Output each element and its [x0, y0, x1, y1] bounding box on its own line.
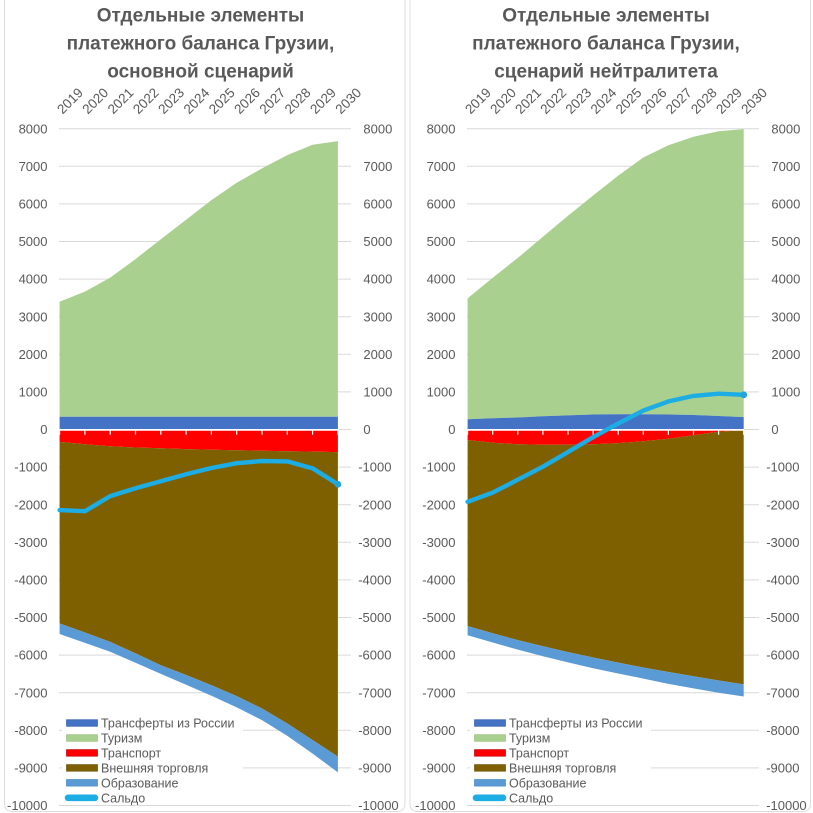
svg-text:-1000: -1000 [766, 460, 799, 475]
svg-text:4000: 4000 [363, 272, 392, 287]
svg-text:-1000: -1000 [422, 460, 455, 475]
svg-text:5000: 5000 [363, 234, 392, 249]
svg-text:-9000: -9000 [422, 761, 455, 776]
svg-text:8000: 8000 [771, 121, 800, 136]
svg-text:-5000: -5000 [422, 610, 455, 625]
svg-text:-7000: -7000 [358, 685, 391, 700]
svg-text:-10000: -10000 [766, 798, 806, 813]
svg-text:2000: 2000 [427, 347, 456, 362]
svg-text:-1000: -1000 [14, 460, 47, 475]
svg-text:-8000: -8000 [422, 723, 455, 738]
svg-text:5000: 5000 [771, 234, 800, 249]
svg-text:3000: 3000 [19, 309, 48, 324]
svg-text:платежного баланса Грузии,: платежного баланса Грузии, [472, 34, 740, 55]
svg-text:-2000: -2000 [422, 497, 455, 512]
svg-text:-2000: -2000 [766, 497, 799, 512]
svg-text:-9000: -9000 [766, 761, 799, 776]
svg-text:-5000: -5000 [358, 610, 391, 625]
svg-text:Сальдо: Сальдо [509, 791, 553, 805]
svg-text:4000: 4000 [771, 272, 800, 287]
svg-text:Трансферты из России: Трансферты из России [101, 717, 234, 731]
svg-text:Туризм: Туризм [101, 732, 142, 746]
svg-text:-7000: -7000 [422, 685, 455, 700]
svg-text:8000: 8000 [363, 121, 392, 136]
svg-text:4000: 4000 [427, 272, 456, 287]
svg-text:-3000: -3000 [14, 535, 47, 550]
svg-text:4000: 4000 [19, 272, 48, 287]
svg-text:3000: 3000 [771, 309, 800, 324]
svg-text:-6000: -6000 [766, 648, 799, 663]
svg-text:7000: 7000 [771, 159, 800, 174]
svg-text:6000: 6000 [427, 197, 456, 212]
svg-text:5000: 5000 [19, 234, 48, 249]
svg-text:-2000: -2000 [358, 497, 391, 512]
svg-text:-6000: -6000 [14, 648, 47, 663]
svg-text:Внешняя торговля: Внешняя торговля [101, 762, 208, 776]
svg-text:-7000: -7000 [14, 685, 47, 700]
svg-text:6000: 6000 [19, 197, 48, 212]
svg-text:-3000: -3000 [422, 535, 455, 550]
svg-text:-8000: -8000 [14, 723, 47, 738]
svg-text:основной сценарий: основной сценарий [107, 62, 294, 83]
svg-text:-1000: -1000 [358, 460, 391, 475]
svg-text:Внешняя торговля: Внешняя торговля [509, 762, 616, 776]
svg-text:3000: 3000 [363, 309, 392, 324]
svg-text:8000: 8000 [427, 121, 456, 136]
svg-text:-4000: -4000 [766, 573, 799, 588]
svg-text:-5000: -5000 [766, 610, 799, 625]
svg-text:5000: 5000 [427, 234, 456, 249]
svg-text:1000: 1000 [363, 385, 392, 400]
svg-text:-3000: -3000 [358, 535, 391, 550]
svg-text:-5000: -5000 [14, 610, 47, 625]
svg-text:1000: 1000 [19, 385, 48, 400]
svg-text:1000: 1000 [771, 385, 800, 400]
svg-text:Туризм: Туризм [509, 732, 550, 746]
svg-text:-7000: -7000 [766, 685, 799, 700]
svg-text:платежного баланса Грузии,: платежного баланса Грузии, [67, 34, 335, 55]
svg-text:-10000: -10000 [415, 798, 455, 813]
svg-text:-4000: -4000 [358, 573, 391, 588]
svg-text:-9000: -9000 [14, 761, 47, 776]
svg-text:-6000: -6000 [422, 648, 455, 663]
svg-text:-9000: -9000 [358, 761, 391, 776]
svg-text:8000: 8000 [19, 121, 48, 136]
svg-text:-4000: -4000 [422, 573, 455, 588]
svg-text:7000: 7000 [19, 159, 48, 174]
svg-text:Образование: Образование [509, 776, 587, 790]
svg-text:2000: 2000 [771, 347, 800, 362]
svg-text:Образование: Образование [101, 776, 179, 790]
svg-text:-2000: -2000 [14, 497, 47, 512]
svg-text:Транспорт: Транспорт [101, 747, 161, 761]
svg-text:0: 0 [448, 422, 455, 437]
svg-text:0: 0 [363, 422, 370, 437]
svg-text:Транспорт: Транспорт [509, 747, 569, 761]
svg-text:Сальдо: Сальдо [101, 791, 145, 805]
svg-text:7000: 7000 [363, 159, 392, 174]
svg-text:Отдельные элементы: Отдельные элементы [502, 6, 710, 27]
svg-text:6000: 6000 [363, 197, 392, 212]
svg-text:Трансферты из России: Трансферты из России [509, 717, 642, 731]
svg-text:0: 0 [40, 422, 47, 437]
svg-text:0: 0 [771, 422, 778, 437]
svg-text:Отдельные элементы: Отдельные элементы [97, 6, 305, 27]
svg-text:-6000: -6000 [358, 648, 391, 663]
svg-text:1000: 1000 [427, 385, 456, 400]
svg-text:-4000: -4000 [14, 573, 47, 588]
svg-text:-8000: -8000 [358, 723, 391, 738]
svg-text:7000: 7000 [427, 159, 456, 174]
svg-text:-10000: -10000 [7, 798, 47, 813]
svg-text:-3000: -3000 [766, 535, 799, 550]
svg-text:3000: 3000 [427, 309, 456, 324]
svg-text:6000: 6000 [771, 197, 800, 212]
svg-text:2000: 2000 [19, 347, 48, 362]
svg-text:сценарий нейтралитета: сценарий нейтралитета [494, 62, 718, 83]
svg-text:2000: 2000 [363, 347, 392, 362]
svg-text:-10000: -10000 [358, 798, 398, 813]
svg-text:-8000: -8000 [766, 723, 799, 738]
